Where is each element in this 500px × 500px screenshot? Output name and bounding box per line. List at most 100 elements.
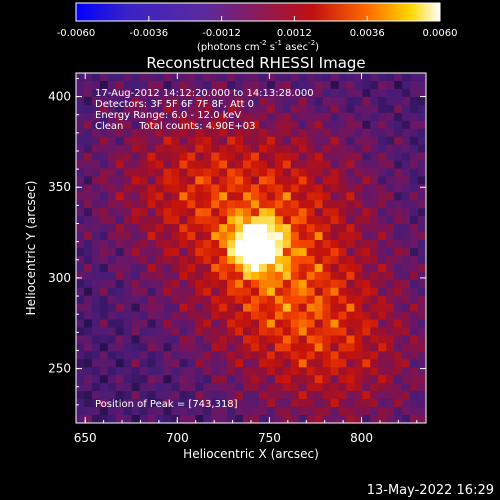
heatmap-cell xyxy=(314,375,323,384)
heatmap-cell xyxy=(83,311,93,320)
heatmap-cell xyxy=(306,359,315,368)
heatmap-cell xyxy=(370,232,379,241)
heatmap-cell xyxy=(306,216,315,225)
heatmap-cell xyxy=(370,120,379,129)
heatmap-cell xyxy=(386,96,395,106)
heatmap-cell xyxy=(227,375,236,384)
heatmap-cell xyxy=(83,399,93,408)
heatmap-cell xyxy=(298,343,307,352)
heatmap-cell xyxy=(83,391,93,400)
heatmap-cell xyxy=(211,200,220,209)
heatmap-cell xyxy=(370,128,379,137)
heatmap-cell xyxy=(83,232,93,241)
heatmap-cell xyxy=(330,80,339,90)
heatmap-cell xyxy=(274,73,284,82)
heatmap-cell xyxy=(195,311,204,320)
heatmap-cell xyxy=(131,80,140,90)
heatmap-cell xyxy=(346,271,355,281)
heatmap-cell xyxy=(378,327,387,336)
heatmap-cell xyxy=(83,80,93,90)
heatmap-cell xyxy=(171,335,180,344)
heatmap-cell xyxy=(139,88,148,98)
heatmap-cell xyxy=(171,415,180,423)
heatmap-cell xyxy=(330,184,339,193)
heatmap-cell xyxy=(139,168,148,177)
heatmap-cell xyxy=(251,375,260,384)
heatmap-cell xyxy=(187,128,196,137)
heatmap-cell xyxy=(258,144,268,153)
heatmap-cell xyxy=(314,216,323,225)
heatmap-cell xyxy=(243,327,252,336)
heatmap-cell xyxy=(402,152,411,161)
heatmap-cell xyxy=(394,73,403,82)
heatmap-cell xyxy=(258,104,268,114)
heatmap-cell xyxy=(354,80,363,90)
heatmap-cell xyxy=(378,415,387,423)
heatmap-cell xyxy=(131,200,140,209)
heatmap-cell xyxy=(243,88,252,98)
heatmap-cell xyxy=(187,120,196,129)
heatmap-cell xyxy=(338,80,347,90)
heatmap-cell xyxy=(354,192,363,201)
heatmap-cell xyxy=(314,176,323,185)
heatmap-cell xyxy=(107,80,117,90)
colorbar-tick-label: -0.0060 xyxy=(57,28,96,39)
heatmap-cell xyxy=(195,104,204,114)
heatmap-cell xyxy=(282,88,292,98)
heatmap-cell xyxy=(402,407,411,416)
heatmap-cell xyxy=(402,136,411,145)
heatmap-cell xyxy=(187,271,196,281)
heatmap-cell xyxy=(362,263,371,273)
heatmap-cell xyxy=(378,80,387,90)
heatmap-cell xyxy=(362,96,371,106)
heatmap-cell xyxy=(91,343,101,352)
heatmap-cell xyxy=(163,367,172,376)
heatmap-cell xyxy=(179,128,188,137)
heatmap-cell xyxy=(258,327,268,336)
heatmap-cell xyxy=(322,96,331,106)
heatmap-cell xyxy=(115,311,125,320)
heatmap-cell xyxy=(131,152,140,161)
heatmap-cell xyxy=(354,104,363,114)
heatmap-cell xyxy=(83,240,93,249)
heatmap-cell xyxy=(314,73,323,82)
heatmap-cell xyxy=(211,263,220,273)
heatmap-cell xyxy=(219,128,228,137)
heatmap-cell xyxy=(99,88,109,98)
heatmap-cell xyxy=(219,383,228,392)
heatmap-cell xyxy=(346,399,355,408)
heatmap-cell xyxy=(187,248,196,257)
heatmap-cell xyxy=(131,311,140,320)
heatmap-cell xyxy=(147,279,156,289)
heatmap-cell xyxy=(258,248,268,257)
heatmap-cell xyxy=(306,120,315,129)
heatmap-cell xyxy=(99,128,109,137)
heatmap-cell xyxy=(227,88,236,98)
heatmap-cell xyxy=(330,255,339,265)
heatmap-cell xyxy=(195,192,204,201)
heatmap-cell xyxy=(346,375,355,384)
y-tick-label: 300 xyxy=(48,271,71,285)
heatmap-cell xyxy=(418,343,426,352)
heatmap-cell xyxy=(314,263,323,273)
heatmap-cell xyxy=(306,184,315,193)
heatmap-cell xyxy=(187,216,196,225)
heatmap-cell xyxy=(274,271,284,281)
heatmap-cell xyxy=(370,112,379,122)
heatmap-cell xyxy=(338,216,347,225)
heatmap-cell xyxy=(163,295,172,304)
heatmap-cell xyxy=(346,415,355,423)
heatmap-cell xyxy=(171,295,180,304)
heatmap-cell xyxy=(251,311,260,320)
heatmap-cell xyxy=(346,248,355,257)
heatmap-cell xyxy=(179,88,188,98)
heatmap-cell xyxy=(83,303,93,312)
heatmap-cell xyxy=(243,112,252,122)
heatmap-cell xyxy=(179,407,188,416)
heatmap-cell xyxy=(171,144,180,153)
heatmap-cell xyxy=(115,375,125,384)
heatmap-cell xyxy=(219,367,228,376)
heatmap-cell xyxy=(131,295,140,304)
heatmap-cell xyxy=(370,240,379,249)
heatmap-cell xyxy=(203,383,212,392)
